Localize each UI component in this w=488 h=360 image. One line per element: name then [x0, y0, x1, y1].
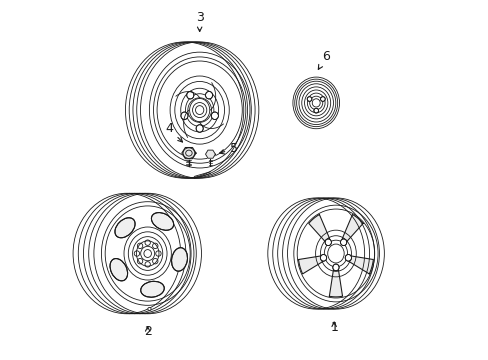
Polygon shape: [342, 215, 363, 242]
Ellipse shape: [306, 97, 311, 102]
Ellipse shape: [171, 248, 187, 271]
Ellipse shape: [151, 213, 173, 230]
Text: 6: 6: [318, 50, 329, 69]
Ellipse shape: [325, 239, 331, 246]
Text: 5: 5: [219, 143, 238, 156]
Ellipse shape: [320, 97, 325, 102]
Text: 4: 4: [165, 122, 182, 142]
Polygon shape: [308, 215, 329, 242]
Polygon shape: [348, 256, 372, 274]
Ellipse shape: [205, 91, 212, 99]
Ellipse shape: [181, 112, 188, 120]
Ellipse shape: [186, 91, 193, 99]
Ellipse shape: [211, 112, 218, 120]
Polygon shape: [205, 150, 215, 158]
Ellipse shape: [340, 239, 346, 246]
Ellipse shape: [196, 125, 203, 132]
Polygon shape: [182, 148, 196, 159]
Ellipse shape: [320, 255, 326, 261]
Ellipse shape: [147, 307, 151, 310]
Ellipse shape: [141, 281, 164, 297]
Polygon shape: [329, 270, 342, 297]
Text: 1: 1: [329, 321, 337, 334]
Ellipse shape: [345, 255, 351, 261]
Ellipse shape: [110, 258, 127, 281]
Ellipse shape: [332, 264, 338, 271]
Polygon shape: [298, 256, 323, 274]
Text: 2: 2: [143, 325, 151, 338]
Text: 3: 3: [195, 11, 203, 31]
Ellipse shape: [115, 218, 135, 238]
Ellipse shape: [313, 108, 318, 113]
